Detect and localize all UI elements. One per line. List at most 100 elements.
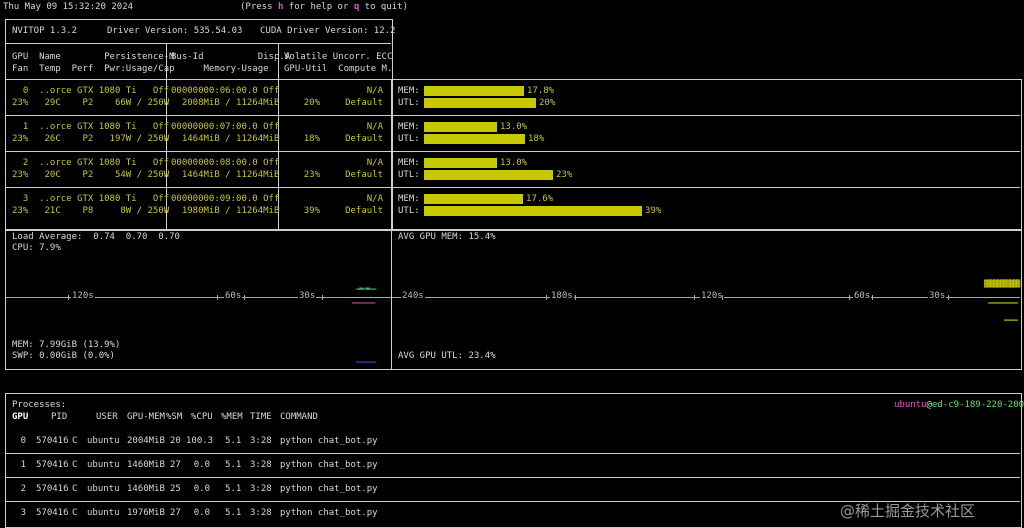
header-cpu: %CPU bbox=[191, 412, 213, 422]
col2-header-1: Bus-Id Disp.A bbox=[171, 52, 291, 62]
gpu-compute-mode: Default bbox=[345, 206, 383, 216]
process-sm: 20 bbox=[170, 436, 181, 446]
process-command: python chat_bot.py bbox=[280, 460, 378, 470]
gpu-compute-mode: Default bbox=[345, 98, 383, 108]
process-time: 3:28 bbox=[250, 436, 272, 446]
header-gpu: GPU bbox=[12, 412, 29, 422]
process-sm: 27 bbox=[170, 460, 181, 470]
mem-bar bbox=[424, 86, 524, 96]
at-sign: @ bbox=[926, 400, 932, 410]
process-time: 3:28 bbox=[250, 460, 272, 470]
mem-bar bbox=[424, 158, 497, 168]
cpu-usage: CPU: 7.9% bbox=[12, 243, 61, 253]
axis-label: 120s bbox=[700, 291, 724, 301]
mem-label: MEM: bbox=[398, 158, 420, 168]
process-gpu: 1 bbox=[20, 460, 26, 470]
process-mem: 5.1 bbox=[225, 484, 242, 494]
mem-label: MEM: bbox=[398, 86, 420, 96]
gpu-power-line: 23% 26C P2 197W / 250W bbox=[12, 134, 170, 144]
mem-percent: 17.6% bbox=[526, 194, 554, 204]
help-hint-pre: (Press bbox=[240, 2, 278, 12]
divider bbox=[6, 501, 1020, 502]
gpu-bus-id: 00000000:07:00.0 Off bbox=[171, 122, 280, 132]
history-panel bbox=[5, 229, 1022, 370]
gpu-bus-id: 00000000:08:00.0 Off bbox=[171, 158, 280, 168]
mem-bar bbox=[424, 194, 523, 204]
axis-tick bbox=[68, 295, 69, 300]
axis-label: 180s bbox=[550, 291, 574, 301]
process-type: C bbox=[72, 484, 78, 494]
gpu-power-line: 23% 21C P8 8W / 250W bbox=[12, 206, 170, 216]
process-pid: 570416 bbox=[36, 508, 69, 518]
mem-percent: 13.0% bbox=[500, 158, 528, 168]
mem-percent: 17.8% bbox=[527, 86, 555, 96]
mem-sparkline: ▔▔▔▔▔▔▔ bbox=[352, 303, 375, 311]
axis-label: 30s bbox=[298, 291, 317, 301]
gpu-memory-usage: 1980MiB / 11264MiB bbox=[171, 206, 280, 216]
process-user-cell: ubuntu bbox=[87, 484, 120, 494]
axis-tick bbox=[948, 295, 949, 300]
axis-label: 30s bbox=[928, 291, 947, 301]
utl-label: UTL: bbox=[398, 170, 420, 180]
divider bbox=[6, 187, 1020, 188]
utl-label: UTL: bbox=[398, 98, 420, 108]
axis-label: 60s bbox=[224, 291, 243, 301]
datetime: Thu May 09 15:32:20 2024 bbox=[3, 2, 134, 12]
process-user-cell: ubuntu bbox=[87, 508, 120, 518]
help-hint: (Press h for help or q to quit) bbox=[240, 2, 408, 13]
process-user-cell: ubuntu bbox=[87, 460, 120, 470]
axis-tick bbox=[722, 295, 723, 300]
mem-label: MEM: bbox=[398, 194, 420, 204]
process-pid: 570416 bbox=[36, 460, 69, 470]
utl-percent: 23% bbox=[556, 170, 573, 180]
gpu-bus-id: 00000000:09:00.0 Off bbox=[171, 194, 280, 204]
gpu-util: 20% bbox=[303, 98, 320, 108]
header-mem: %MEM bbox=[221, 412, 243, 422]
gpu-name-line: 0 ..orce GTX 1080 Ti Off bbox=[12, 86, 170, 96]
cuda-version: CUDA Driver Version: 12.2 bbox=[260, 26, 396, 36]
divider bbox=[6, 43, 391, 44]
mem-percent: 13.0% bbox=[500, 122, 528, 132]
avg-gpu-utl: AVG GPU UTL: 23.4% bbox=[398, 351, 496, 361]
process-mem: 5.1 bbox=[225, 508, 242, 518]
gpu-util: 18% bbox=[303, 134, 320, 144]
gpu-power-line: 23% 29C P2 66W / 250W bbox=[12, 98, 170, 108]
utl-bar bbox=[424, 98, 536, 108]
quit-key: q bbox=[353, 2, 360, 12]
driver-version: Driver Version: 535.54.03 bbox=[107, 26, 243, 36]
process-cpu: 0.0 bbox=[193, 460, 210, 470]
divider bbox=[166, 43, 167, 229]
process-user: ubuntu bbox=[894, 400, 927, 410]
mem-bar bbox=[424, 122, 497, 132]
col1-header-2: Fan Temp Perf Pwr:Usage/Cap bbox=[12, 64, 175, 74]
process-user-cell: ubuntu bbox=[87, 436, 120, 446]
gpu-compute-mode: Default bbox=[345, 170, 383, 180]
nvitop-version: NVITOP 1.3.2 bbox=[12, 26, 78, 36]
gpu-utl-sparkline: ▔▔▔▔▔▔▔▔▔ bbox=[988, 303, 1018, 311]
axis-tick bbox=[546, 295, 547, 300]
host-swap: SWP: 0.00GiB (0.0%) bbox=[12, 351, 115, 361]
divider bbox=[6, 453, 1020, 454]
gpu-info-panel bbox=[5, 19, 393, 231]
process-sm: 25 bbox=[170, 484, 181, 494]
process-pid: 570416 bbox=[36, 484, 69, 494]
col2-header-2: Memory-Usage bbox=[171, 64, 269, 74]
process-gpu: 0 bbox=[20, 436, 26, 446]
process-command: python chat_bot.py bbox=[280, 436, 378, 446]
col1-header-1: GPU Name Persistence-M bbox=[12, 52, 175, 62]
processes-title: Processes: bbox=[12, 400, 67, 410]
divider bbox=[278, 43, 279, 229]
gpu-memory-usage: 2008MiB / 11264MiB bbox=[171, 98, 280, 108]
process-command: python chat_bot.py bbox=[280, 508, 378, 518]
header-command: COMMAND bbox=[280, 412, 318, 422]
avg-gpu-mem: AVG GPU MEM: 15.4% bbox=[398, 232, 496, 242]
gpu-utl-sparkline: ▁▁▁▁ bbox=[1004, 313, 1018, 321]
help-key: h bbox=[277, 2, 284, 12]
swap-sparkline: ▁▁▁▁▁▁ bbox=[356, 355, 376, 363]
gpu-util: 23% bbox=[303, 170, 320, 180]
gpu-memory-usage: 1464MiB / 11264MiB bbox=[171, 170, 280, 180]
process-cpu: 0.0 bbox=[193, 508, 210, 518]
host-time-axis: 120s 60s 30s bbox=[6, 291, 391, 301]
utl-label: UTL: bbox=[398, 134, 420, 144]
divider bbox=[6, 477, 1020, 478]
